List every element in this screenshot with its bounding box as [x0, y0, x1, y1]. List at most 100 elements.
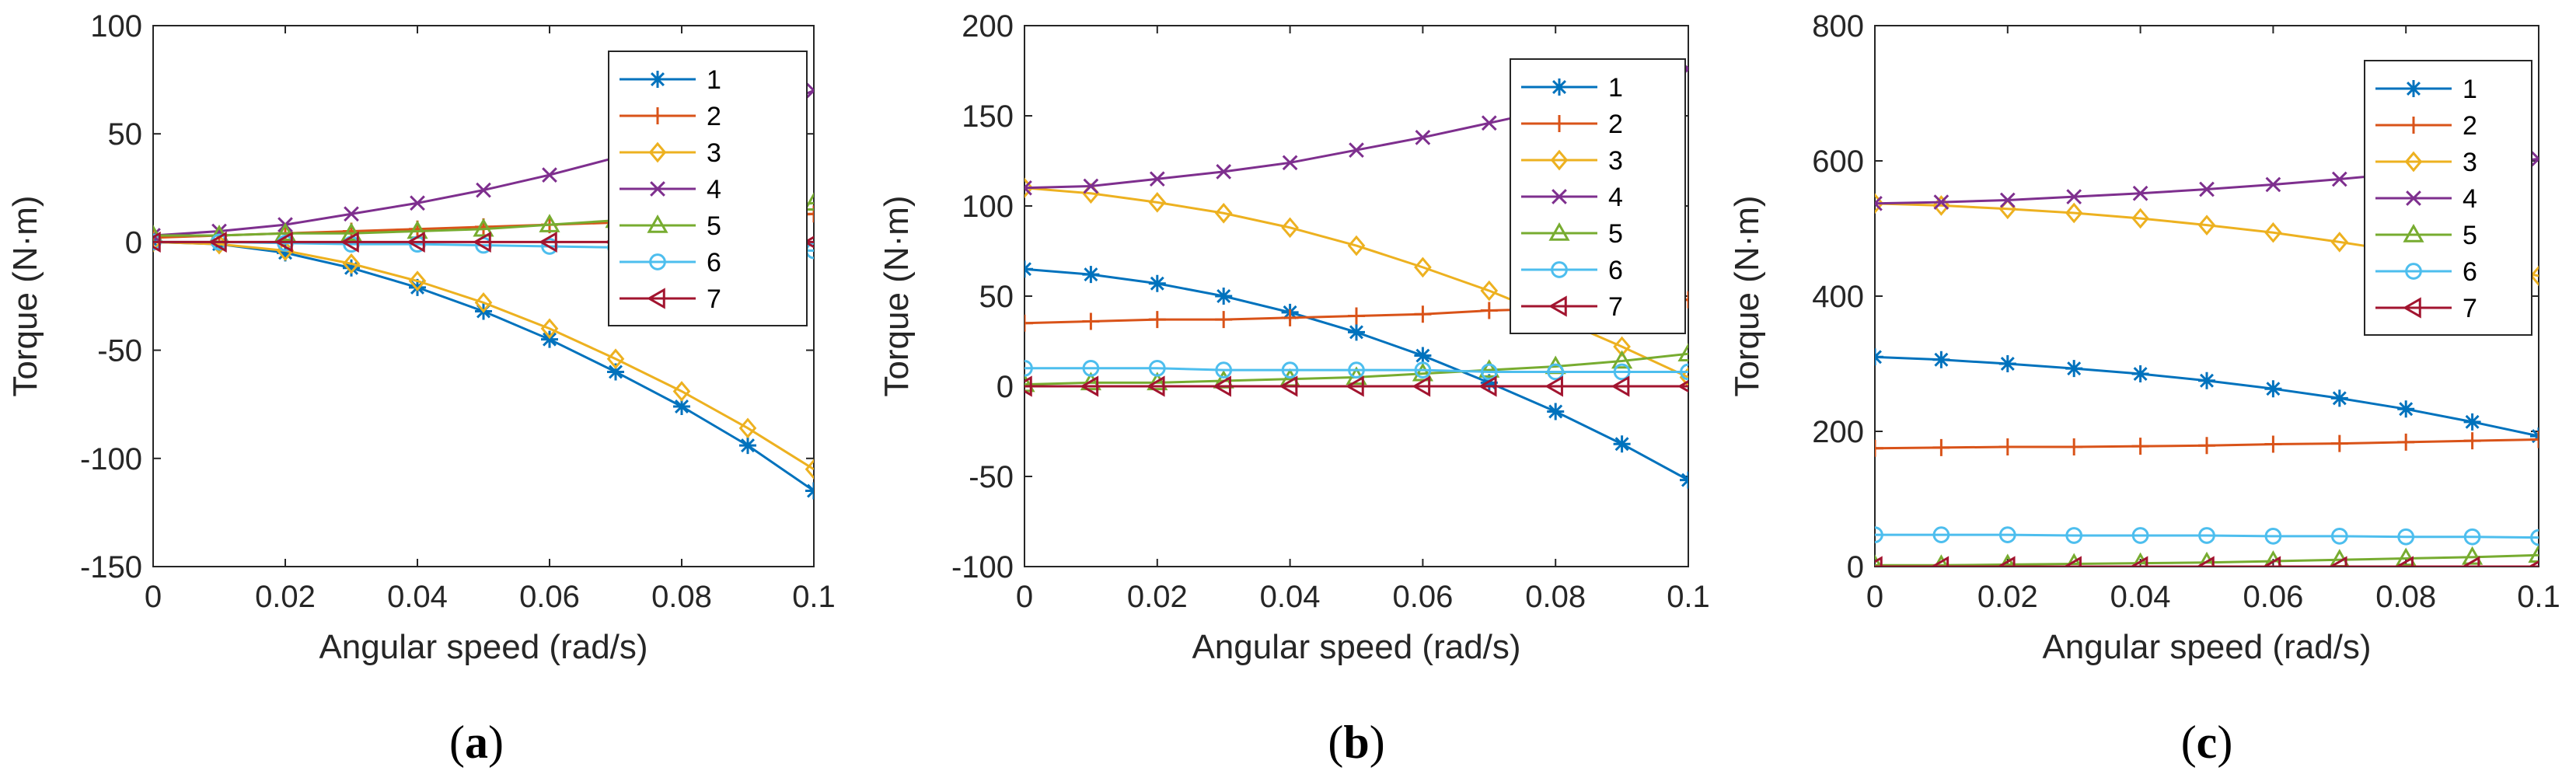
data-point-marker: [1875, 554, 1883, 567]
data-point-marker: [274, 231, 293, 253]
y-tick-label: 0: [1847, 550, 1864, 584]
legend-marker: [1550, 149, 1569, 171]
data-point-marker: [2198, 527, 2215, 544]
legend-entry: 4: [1608, 183, 1623, 212]
data-point-marker: [2129, 556, 2148, 567]
data-point-marker: [1281, 309, 1299, 326]
data-point-marker: [1875, 193, 1884, 215]
data-point-marker: [1613, 363, 1631, 381]
x-tick-label: 0.1: [792, 580, 836, 614]
data-point-marker: [1024, 180, 1032, 196]
data-point-marker: [541, 330, 558, 348]
data-point-marker: [1349, 142, 1364, 158]
data-point-marker: [1024, 314, 1033, 332]
x-tick-label: 0: [1016, 580, 1033, 614]
series-1: [1875, 348, 2539, 445]
data-point-marker: [672, 381, 691, 402]
legend-marker: [649, 71, 666, 88]
series-5: [1875, 544, 2539, 567]
data-point-marker: [803, 192, 814, 211]
x-tick-label: 0.1: [1667, 580, 1710, 614]
data-point-marker: [1281, 217, 1299, 239]
data-point-marker: [1148, 192, 1167, 213]
legend-marker: [2405, 117, 2422, 134]
y-tick-label: 100: [962, 190, 1014, 224]
legend-marker: [650, 181, 665, 197]
data-point-marker: [340, 222, 362, 242]
x-tick-label: 0.08: [1525, 580, 1586, 614]
x-tick-label: 0: [145, 580, 162, 614]
data-point-marker: [1348, 323, 1365, 341]
data-point-marker: [1348, 307, 1365, 325]
data-point-marker: [153, 228, 161, 243]
legend: 1 2 3 4 5 6 7: [608, 51, 808, 326]
y-tick-label: -150: [80, 550, 142, 584]
data-point-marker: [2197, 215, 2216, 235]
x-tick-label: 0.06: [1392, 580, 1453, 614]
data-point-marker: [1677, 343, 1688, 361]
series-6: [1024, 359, 1688, 381]
legend-entry: 2: [1608, 110, 1623, 139]
data-point-marker: [1147, 372, 1168, 391]
panel-label: (b): [1328, 717, 1384, 768]
data-point-marker: [1082, 359, 1100, 377]
data-point-marker: [153, 231, 161, 253]
data-point-marker: [1214, 202, 1233, 224]
data-point-marker: [2462, 546, 2484, 565]
legend-marker: [1551, 78, 1568, 96]
y-tick-label: 600: [1812, 145, 1864, 179]
data-point-marker: [1875, 195, 1883, 211]
y-tick-label: 50: [979, 280, 1014, 314]
data-point-marker: [1080, 375, 1099, 397]
data-point-marker: [1414, 305, 1432, 323]
legend-marker: [647, 214, 668, 233]
data-point-marker: [2066, 189, 2082, 204]
data-point-marker: [1414, 361, 1432, 379]
legend-marker: [649, 107, 666, 124]
data-point-marker: [1998, 355, 2016, 372]
legend-marker: [2405, 80, 2422, 97]
legend-entry: 5: [1608, 219, 1623, 249]
panel-c: 0 0.02 0.04 0.06 0.08 0.1 0 200 400 600 800 Angular…: [1728, 9, 2560, 768]
y-tick-label: -100: [951, 550, 1014, 584]
data-point-marker: [1875, 348, 1883, 366]
data-point-marker: [1082, 266, 1100, 284]
data-point-marker: [1024, 177, 1034, 199]
data-point-marker: [2330, 434, 2348, 452]
data-point-marker: [1481, 115, 1497, 131]
legend-entry: 2: [2463, 111, 2477, 141]
data-point-marker: [1613, 336, 1631, 358]
legend-marker: [1548, 295, 1567, 317]
series-line: [1875, 355, 2539, 438]
legend-entry: 3: [707, 138, 721, 168]
data-point-marker: [274, 222, 296, 242]
data-point-marker: [2330, 389, 2348, 407]
data-point-marker: [2264, 528, 2282, 545]
data-point-marker: [2131, 365, 2149, 383]
data-point-marker: [1215, 288, 1233, 305]
data-point-marker: [2131, 208, 2149, 229]
data-point-marker: [673, 397, 690, 415]
panel-label-open: (: [2181, 717, 2197, 768]
y-axis-label: Torque (N·m): [6, 195, 44, 396]
data-point-marker: [805, 205, 814, 223]
data-point-marker: [1281, 361, 1299, 379]
data-point-marker: [1547, 403, 1565, 420]
data-point-marker: [1282, 155, 1298, 171]
panel-a: 0 0.02 0.04 0.06 0.08 0.1 -150 -100 -50 0 50 100 Ang…: [6, 9, 836, 768]
series-line: [153, 240, 814, 470]
panel-label: (c): [2181, 717, 2233, 768]
data-point-marker: [476, 182, 491, 198]
data-point-marker: [1149, 171, 1165, 187]
data-point-marker: [1679, 367, 1688, 388]
panel-label-letter: c: [2197, 717, 2218, 768]
data-point-marker: [1611, 375, 1630, 397]
data-point-marker: [2264, 222, 2282, 243]
legend-entry: 6: [1608, 256, 1623, 285]
data-point-marker: [410, 195, 425, 211]
legend-marker: [1551, 115, 1568, 132]
data-point-marker: [1082, 312, 1100, 330]
legend-marker: [1548, 222, 1570, 241]
data-point-marker: [2530, 529, 2539, 546]
x-tick-label: 0.02: [1127, 580, 1188, 614]
